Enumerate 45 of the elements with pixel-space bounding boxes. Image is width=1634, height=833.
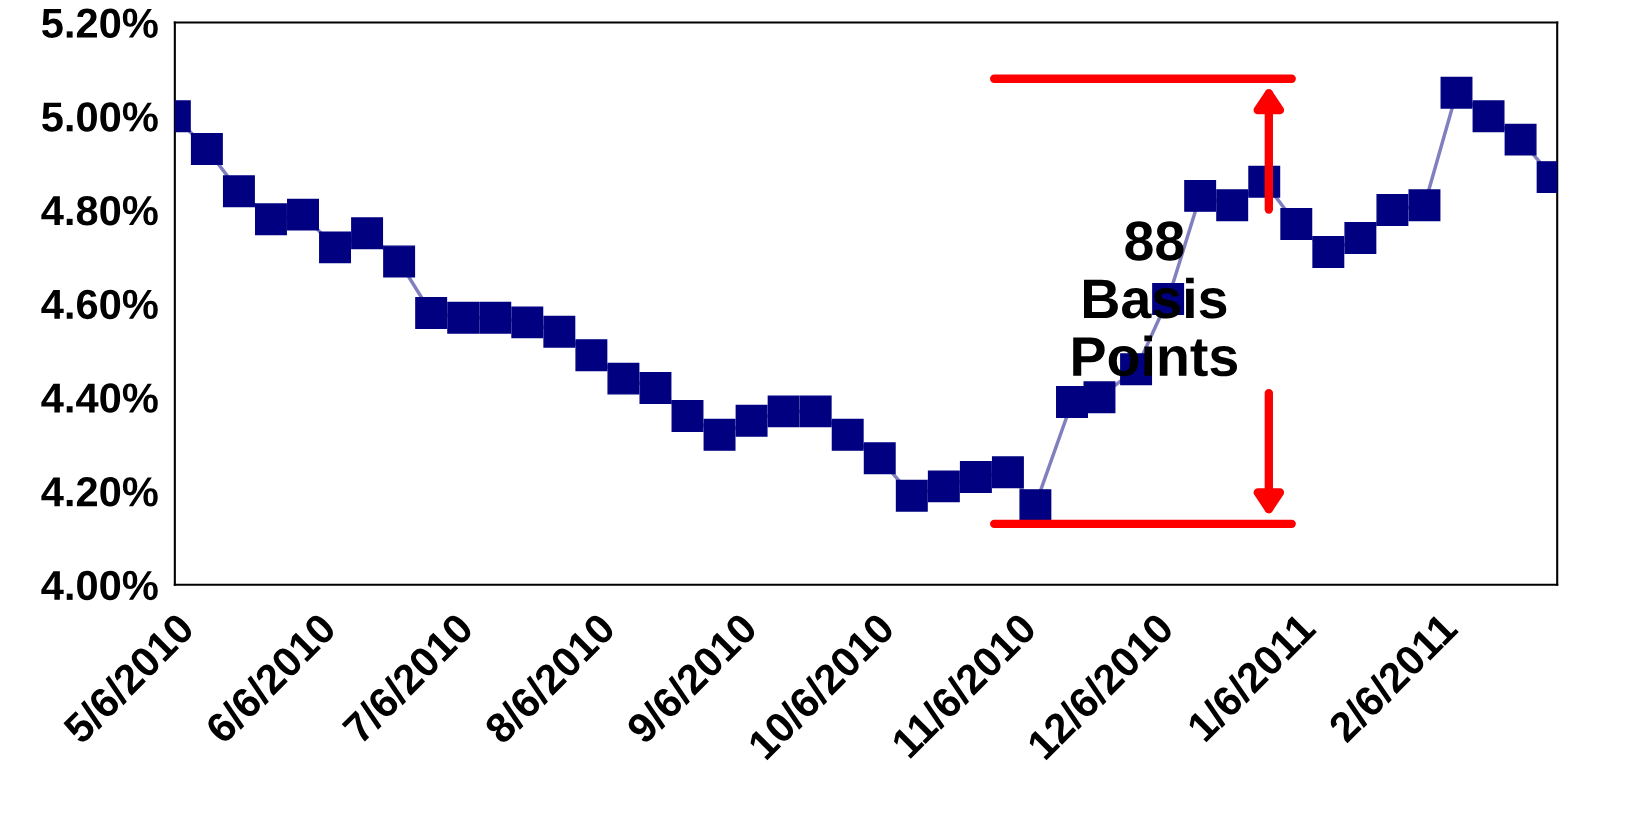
point xyxy=(319,231,352,264)
point xyxy=(607,362,640,395)
point xyxy=(1408,189,1441,222)
point xyxy=(1019,489,1052,522)
point xyxy=(479,301,512,334)
point xyxy=(383,245,416,278)
point xyxy=(575,339,608,372)
point xyxy=(991,456,1024,489)
point xyxy=(895,479,928,512)
point xyxy=(927,470,960,503)
y-tick-label: 4.00% xyxy=(41,570,158,601)
point xyxy=(767,395,800,428)
point xyxy=(735,404,768,437)
point xyxy=(1504,123,1537,156)
point xyxy=(1344,222,1377,255)
point xyxy=(1312,236,1345,269)
y-tick-label: 5.00% xyxy=(42,102,158,132)
y-tick-label: 5.20% xyxy=(42,8,158,38)
point xyxy=(831,418,864,451)
point xyxy=(959,461,992,493)
point xyxy=(1184,179,1217,212)
y-tick-label: 4.20% xyxy=(41,477,158,507)
y-tick-label: 4.40% xyxy=(41,383,158,413)
point xyxy=(511,306,544,339)
point xyxy=(799,395,832,428)
point xyxy=(1376,193,1409,226)
point xyxy=(1216,189,1249,222)
point xyxy=(447,301,480,334)
point xyxy=(671,400,704,433)
point xyxy=(190,133,223,165)
point xyxy=(863,442,896,475)
point xyxy=(639,371,672,404)
point xyxy=(254,203,287,236)
point xyxy=(1440,76,1473,109)
point xyxy=(222,175,255,208)
point xyxy=(351,217,384,250)
point xyxy=(415,297,448,329)
point xyxy=(1280,207,1313,240)
y-tick-label: 4.80% xyxy=(41,195,158,226)
point xyxy=(1083,381,1116,414)
point xyxy=(543,315,576,348)
y-tick-label: 4.60% xyxy=(41,289,158,320)
point xyxy=(1472,100,1505,133)
point xyxy=(287,198,319,231)
point xyxy=(703,418,736,451)
